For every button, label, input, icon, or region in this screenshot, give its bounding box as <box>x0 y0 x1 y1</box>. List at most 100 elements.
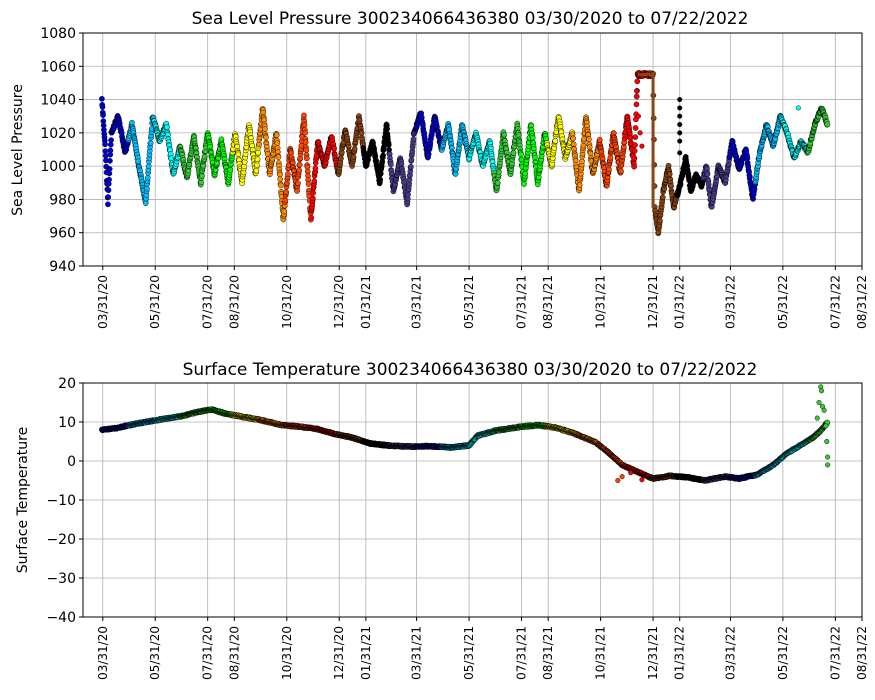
data-point <box>100 112 106 118</box>
data-point <box>311 178 318 185</box>
x-tick-label: 05/31/20 <box>148 275 162 329</box>
data-point <box>105 201 111 208</box>
data-point <box>510 150 517 156</box>
data-point <box>281 208 288 215</box>
data-point <box>283 189 290 195</box>
x-tick-label: 12/31/20 <box>332 275 346 329</box>
data-point <box>263 134 269 141</box>
data-point <box>410 136 417 143</box>
outlier-point <box>795 105 801 111</box>
data-point <box>704 171 711 178</box>
data-point <box>579 158 585 165</box>
data-point <box>501 131 507 138</box>
data-point <box>552 138 559 144</box>
data-point <box>350 153 357 160</box>
data-point <box>102 141 108 148</box>
data-point <box>380 152 386 159</box>
data-point <box>295 180 301 187</box>
data-point <box>632 134 639 140</box>
data-point <box>105 194 112 200</box>
sea-level-pressure-data <box>99 70 831 237</box>
data-point <box>105 187 112 194</box>
data-point <box>106 166 113 172</box>
outlier-point <box>639 143 645 149</box>
y-tick-label: 1060 <box>40 59 76 75</box>
data-point <box>144 185 150 192</box>
x-tick-label: 10/31/21 <box>594 275 608 329</box>
data-point <box>631 155 638 162</box>
surface-temperature-ylabel: Surface Temperature <box>15 427 31 573</box>
data-point <box>308 214 314 221</box>
x-tick-label: 10/31/20 <box>280 275 294 329</box>
data-point <box>387 161 394 168</box>
data-point <box>304 155 310 162</box>
sea-level-pressure-panel: Sea Level Pressure 300234066436380 03/30… <box>10 9 869 329</box>
data-point <box>301 122 308 128</box>
data-point <box>634 78 641 85</box>
data-point <box>201 153 208 160</box>
data-point <box>824 121 831 128</box>
data-point <box>312 165 319 172</box>
data-point <box>596 137 603 143</box>
data-point <box>408 163 414 170</box>
data-point <box>657 217 663 224</box>
data-point <box>168 155 175 162</box>
data-point <box>227 167 234 173</box>
data-point <box>668 183 674 189</box>
outlier-point <box>677 113 683 119</box>
surface-temperature-grid <box>83 382 863 618</box>
data-point <box>144 175 151 181</box>
data-point <box>305 181 312 187</box>
sea-level-pressure-ylabel: Sea Level Pressure <box>10 84 26 216</box>
surface-temperature-title: Surface Temperature 300234066436380 03/3… <box>183 360 758 380</box>
data-point <box>384 126 390 132</box>
data-point <box>377 176 384 183</box>
x-tick-label: 07/31/20 <box>201 275 215 329</box>
data-point <box>633 93 640 100</box>
data-point <box>296 167 302 173</box>
data-point <box>632 142 638 148</box>
data-point <box>142 200 149 206</box>
data-point <box>302 130 308 136</box>
outlier-point <box>677 150 683 156</box>
data-point <box>285 171 291 178</box>
data-point <box>277 176 284 183</box>
data-point <box>633 101 640 108</box>
data-point <box>99 104 106 110</box>
data-point <box>659 194 666 201</box>
outlier-point <box>677 97 683 103</box>
y-tick-label: 940 <box>49 259 76 275</box>
data-point <box>255 149 261 156</box>
x-tick-label: 01/31/21 <box>359 275 373 329</box>
data-point <box>631 148 638 154</box>
x-tick-label: 05/31/22 <box>776 275 790 329</box>
data-point <box>235 151 242 158</box>
data-point <box>631 163 637 170</box>
sea-level-pressure-title: Sea Level Pressure 300234066436380 03/30… <box>192 9 749 29</box>
data-point <box>106 176 112 183</box>
x-tick-label: 05/31/21 <box>462 275 476 329</box>
data-point <box>747 173 753 180</box>
data-point <box>570 135 576 142</box>
data-point <box>277 182 284 189</box>
data-point <box>262 126 268 132</box>
data-point <box>264 151 271 157</box>
data-point <box>275 154 282 160</box>
y-tick-label: 1000 <box>40 159 76 175</box>
y-tick-label: 1080 <box>40 26 76 42</box>
data-point <box>273 132 280 139</box>
y-tick-label: 1040 <box>40 93 76 109</box>
data-point <box>518 151 524 158</box>
data-point <box>310 195 316 202</box>
x-tick-label: 03/31/22 <box>723 275 737 329</box>
data-point <box>302 139 309 146</box>
surface-temperature-data <box>99 384 831 484</box>
data-point <box>494 180 501 186</box>
data-point <box>99 95 105 102</box>
outlier-point <box>634 88 640 94</box>
data-point <box>108 137 114 143</box>
outlier-point <box>677 105 683 111</box>
data-point <box>164 124 170 131</box>
